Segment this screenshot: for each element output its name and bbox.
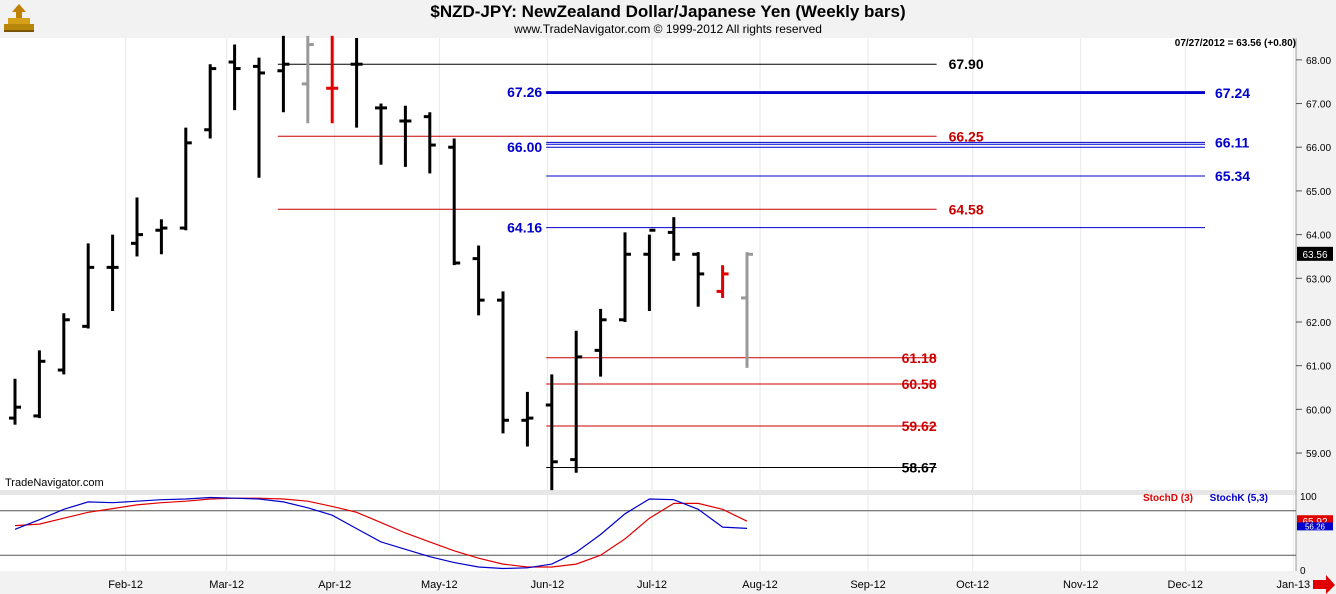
legend-stochd: StochD (3) [1143, 493, 1193, 504]
x-axis-band [0, 571, 1336, 594]
level-label: 65.34 [1215, 168, 1250, 184]
y-tick-label: 61.00 [1306, 362, 1331, 373]
level-label: 60.58 [902, 376, 937, 392]
x-tick-label: Oct-12 [956, 579, 989, 591]
stoch-tick-label: 0 [1300, 566, 1306, 577]
x-tick-label: Apr-12 [318, 579, 351, 591]
y-tick-label: 63.00 [1306, 274, 1331, 285]
x-tick-label: Jan-13 [1277, 579, 1311, 591]
legend-stochk: StochK (5,3) [1210, 493, 1268, 504]
x-tick-label: May-12 [421, 579, 458, 591]
x-tick-label: Feb-12 [108, 579, 143, 591]
y-tick-label: 60.00 [1306, 405, 1331, 416]
chart-title: $NZD-JPY: NewZealand Dollar/Japanese Yen… [430, 2, 906, 21]
trade-navigator-logo-icon[interactable] [2, 2, 36, 34]
level-label: 66.00 [507, 139, 542, 155]
y-tick-label: 67.00 [1306, 100, 1331, 111]
stoch-tick-label: 100 [1300, 492, 1317, 503]
y-tick-label: 65.00 [1306, 187, 1331, 198]
copyright-notice: www.TradeNavigator.com © 1999-2012 All r… [514, 22, 822, 36]
y-axis-band [1296, 38, 1336, 571]
panel-divider [0, 490, 1336, 495]
y-tick-label: 59.00 [1306, 449, 1331, 460]
chart-header [0, 0, 1336, 38]
x-tick-label: Nov-12 [1063, 579, 1098, 591]
scroll-right-arrow-icon[interactable] [1313, 575, 1335, 594]
stochk-value-label: 56.26 [1305, 522, 1326, 531]
y-tick-label: 62.00 [1306, 318, 1331, 329]
y-tick-label: 66.00 [1306, 143, 1331, 154]
x-tick-label: Jun-12 [531, 579, 565, 591]
x-tick-label: Jul-12 [637, 579, 667, 591]
level-label: 64.58 [949, 201, 984, 217]
level-label: 67.26 [507, 84, 542, 100]
x-tick-label: Aug-12 [742, 579, 777, 591]
level-label: 59.62 [902, 418, 937, 434]
stoch-line-k[interactable] [14, 496, 748, 570]
y-tick-label: 68.00 [1306, 56, 1331, 67]
stochk-value-box [1297, 522, 1333, 531]
x-tick-label: Mar-12 [209, 579, 244, 591]
last-price-label: 63.56 [1302, 250, 1327, 261]
y-tick-label: 64.00 [1306, 231, 1331, 242]
level-label: 66.11 [1215, 134, 1249, 150]
level-label: 64.16 [507, 220, 542, 236]
x-tick-label: Sep-12 [850, 579, 885, 591]
x-tick-label: Dec-12 [1168, 579, 1203, 591]
last-price-box [1297, 246, 1333, 261]
stoch-line-d[interactable] [14, 497, 748, 568]
watermark-label: TradeNavigator.com [5, 477, 104, 489]
level-label: 67.24 [1215, 85, 1250, 101]
level-label: 61.18 [902, 350, 937, 366]
level-label: 58.67 [902, 459, 937, 475]
level-label: 66.25 [949, 128, 984, 144]
last-quote-label: 07/27/2012 = 63.56 (+0.80) [1175, 38, 1296, 49]
level-label: 67.90 [949, 56, 984, 72]
